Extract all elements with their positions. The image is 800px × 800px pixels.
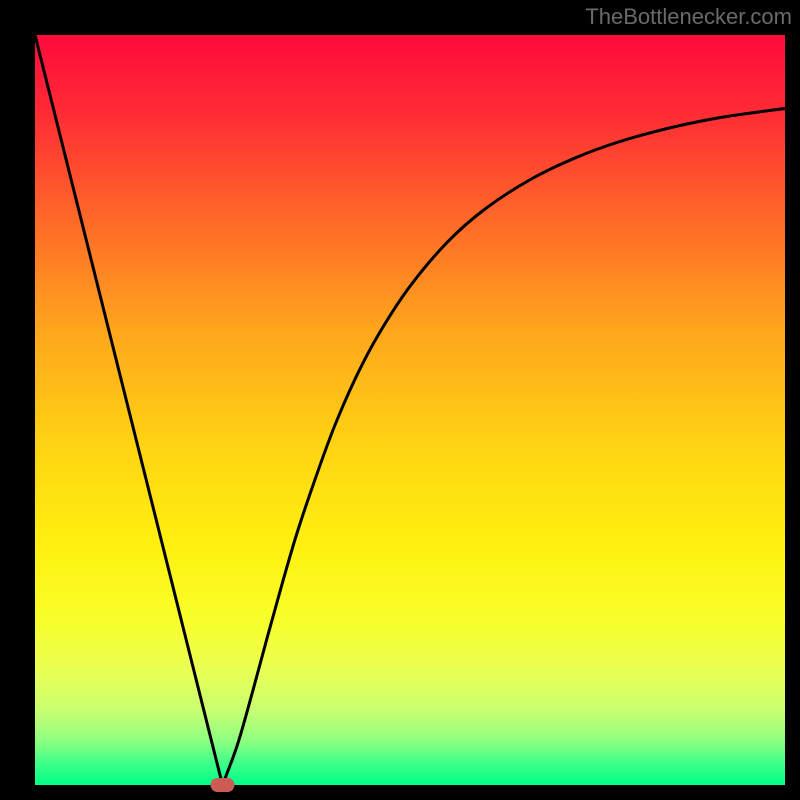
chart-canvas [0,0,800,800]
bottleneck-chart: TheBottlenecker.com [0,0,800,800]
optimal-point-marker [211,778,235,792]
gradient-background [35,35,785,785]
